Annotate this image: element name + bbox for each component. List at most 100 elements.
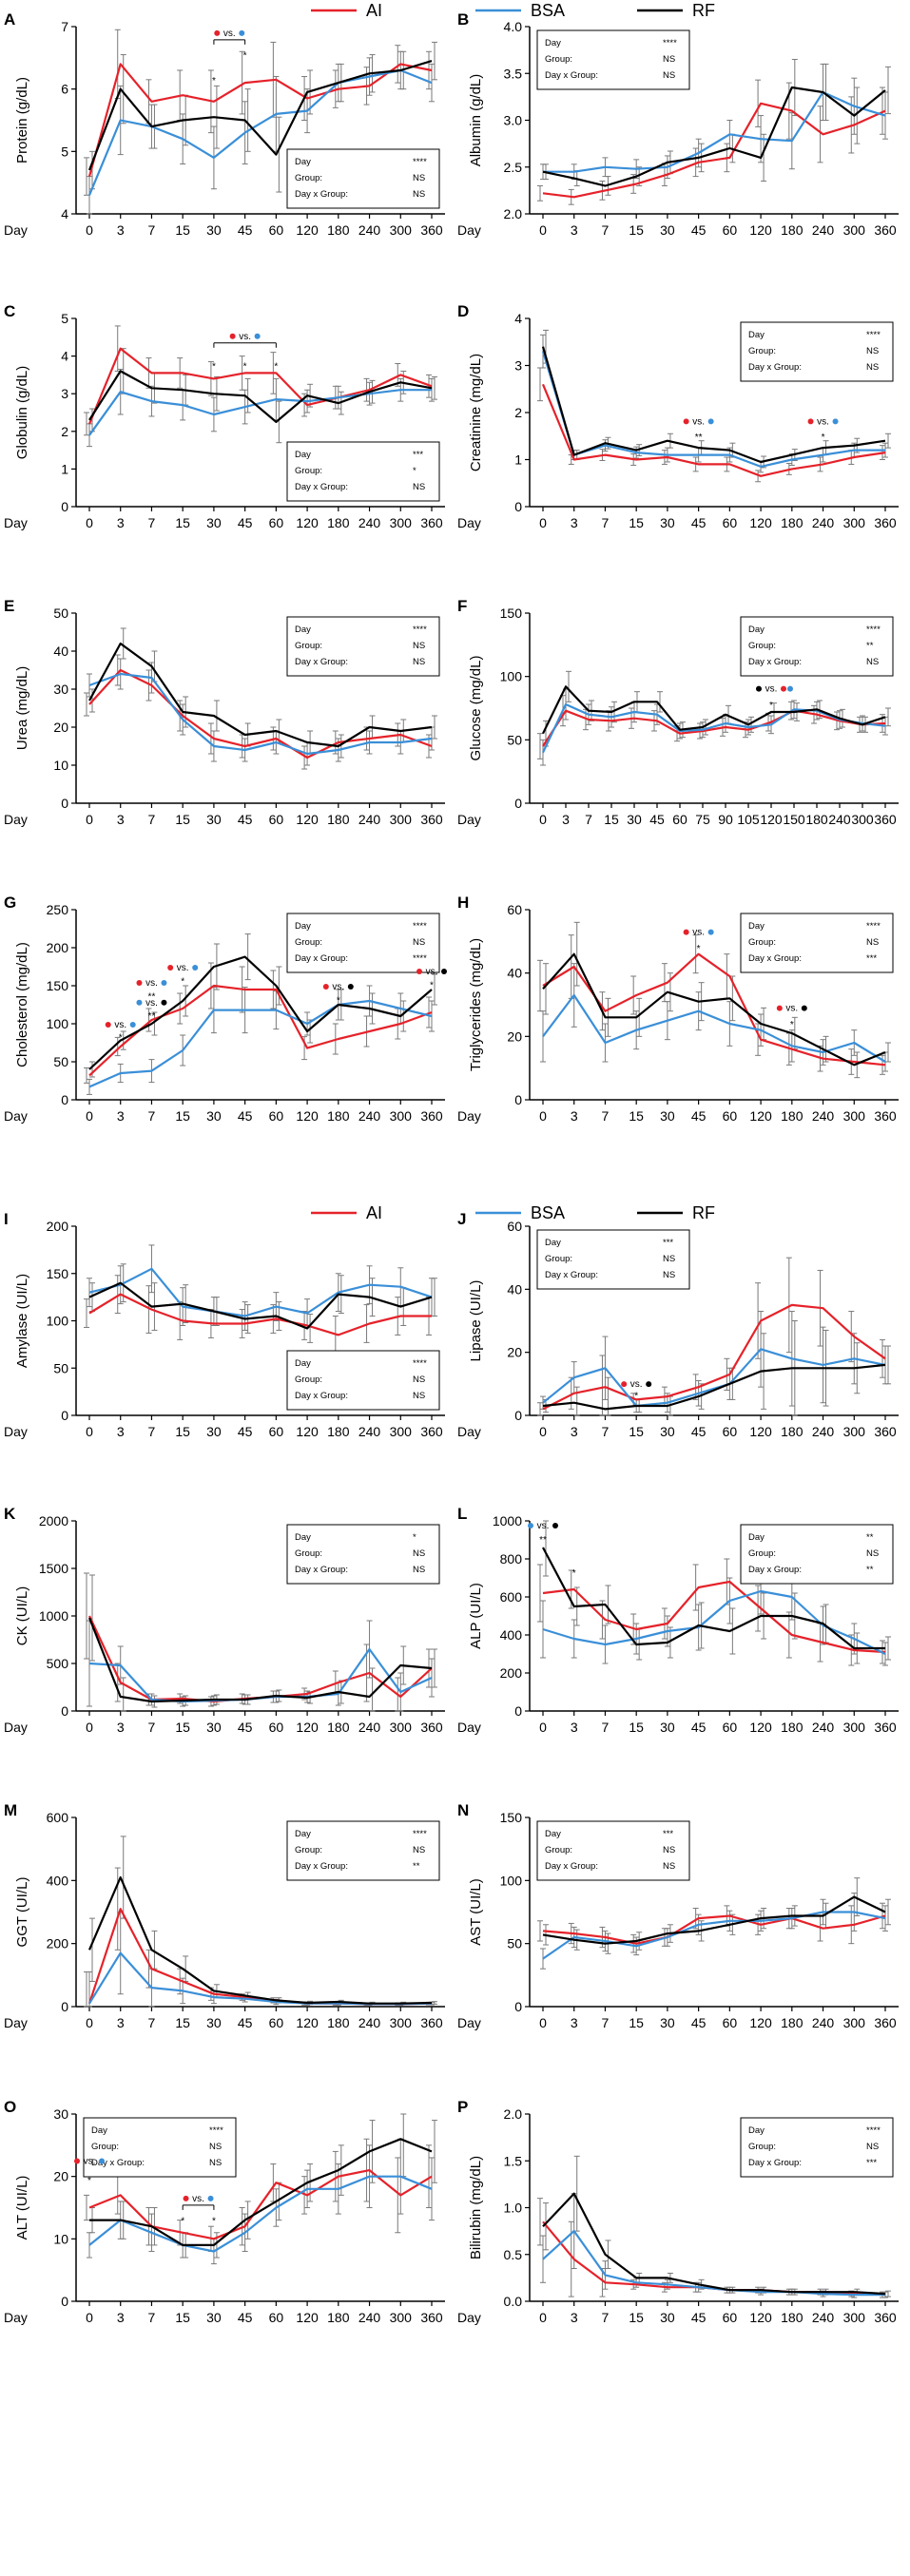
- x-tick-label: 300: [843, 222, 866, 238]
- stat-label: Day x Group:: [545, 1270, 598, 1280]
- annotation-text: vs.: [765, 684, 778, 695]
- stat-value: ****: [866, 2125, 881, 2136]
- y-tick-label: 60: [507, 902, 522, 917]
- series-line-RF: [88, 1281, 433, 1330]
- x-tick-label: 7: [602, 2310, 610, 2325]
- x-tick-label: 15: [629, 1720, 644, 1735]
- y-tick-label: 250: [47, 902, 69, 917]
- stats-box: Day * Group: NS Day x Group: NS: [286, 1524, 440, 1585]
- x-axis-word: Day: [4, 1108, 28, 1124]
- stat-value: NS: [413, 482, 425, 492]
- series-line-RF: [542, 1895, 886, 1945]
- x-tick-label: 240: [828, 812, 851, 827]
- y-tick-label: 1.0: [504, 2201, 523, 2216]
- y-tick-label: 3: [514, 358, 522, 374]
- chart-panel-B: B 2.0 2.5 3.0 3.5 4.0 Albumin (g/dL) Day 0 3 7 15 30…: [457, 10, 899, 238]
- stats-box-frame: [286, 1524, 440, 1585]
- y-tick-label: 3: [61, 386, 68, 401]
- stat-label: Day x Group:: [295, 189, 348, 200]
- group-dot-AI: [683, 929, 689, 935]
- x-tick-label: 7: [148, 812, 156, 827]
- x-tick-label: 60: [672, 812, 687, 827]
- y-tick-label: 2000: [39, 1513, 68, 1528]
- x-tick-label: 45: [238, 1108, 253, 1124]
- x-tick-label: 0: [539, 515, 547, 530]
- chart-panel-M: M 0 200 400 600 GGT (UI/L) Day 0 3 7 15 30 45 60 120 18…: [4, 1801, 445, 2030]
- group-dot-BSA: [707, 929, 714, 935]
- stats-box: Day ** Group: NS Day x Group: **: [740, 1524, 894, 1585]
- y-tick-label: 0: [61, 1408, 68, 1423]
- x-tick-label: 7: [148, 2015, 156, 2030]
- panel-letter: M: [4, 1801, 17, 1819]
- chart-panel-P: P 0.0 0.5 1.0 1.5 2.0 Bilirubin (mg/dL) Day 0 3 7 1…: [457, 2098, 899, 2325]
- stats-box-frame: [286, 616, 440, 677]
- stat-value: ***: [866, 2158, 877, 2168]
- annotation-text: **: [148, 1011, 156, 1022]
- x-tick-label: 120: [296, 1720, 319, 1735]
- panel-letter: E: [4, 597, 14, 615]
- stats-box: Day *** Group: NS Day x Group: NS: [536, 1820, 690, 1881]
- x-tick-label: 3: [562, 812, 570, 827]
- x-tick-label: 3: [117, 2310, 125, 2325]
- x-tick-label: 3: [571, 1108, 578, 1124]
- chart-panel-L: L 0 200 400 600 800 1000 ALP (UI/L) Day 0 3 7 15 30 45…: [457, 1505, 899, 1735]
- stat-label: Day x Group:: [545, 70, 598, 81]
- stat-value: **: [413, 1861, 420, 1872]
- x-tick-label: 0: [86, 1424, 93, 1439]
- x-tick-label: 240: [812, 515, 835, 530]
- series-line-BSA: [87, 68, 433, 196]
- significance-annotation: *: [430, 980, 434, 990]
- panel-letter: L: [457, 1505, 467, 1523]
- y-axis-title: Triglycerides (mg/dL): [468, 938, 484, 1071]
- series-line-BSA: [542, 702, 886, 754]
- annotation-text: *: [572, 1568, 576, 1579]
- x-tick-label: 180: [327, 1720, 350, 1735]
- x-tick-label: 360: [874, 2310, 897, 2325]
- panel-letter: O: [4, 2098, 16, 2116]
- x-tick-label: 60: [269, 1108, 284, 1124]
- group-dot-BSA: [254, 333, 261, 339]
- x-tick-label: 120: [749, 222, 772, 238]
- x-tick-label: 7: [148, 515, 156, 530]
- y-tick-label: 1000: [39, 1608, 68, 1624]
- x-tick-label: 3: [571, 1720, 578, 1735]
- y-axis-title: Bilirubin (mg/dL): [468, 2156, 484, 2259]
- x-tick-label: 30: [660, 1108, 675, 1124]
- x-tick-label: 300: [390, 1108, 413, 1124]
- x-axis-word: Day: [4, 812, 28, 827]
- stats-box-frame: [740, 616, 894, 677]
- y-axis-title: Glucose (mg/dL): [468, 656, 484, 761]
- y-tick-label: 30: [53, 682, 68, 697]
- chart-panel-E: E 0 10 20 30 40 50 Urea (mg/dL) Day 0 3 7 15 30 45 60 12…: [4, 597, 445, 827]
- x-axis-word: Day: [457, 2310, 481, 2325]
- x-tick-label: 0: [86, 2015, 93, 2030]
- y-tick-label: 4: [61, 349, 68, 364]
- y-tick-label: 600: [47, 1810, 69, 1825]
- annotation-text: vs.: [239, 332, 251, 342]
- y-tick-label: 200: [500, 1665, 523, 1681]
- x-tick-label: 7: [602, 1424, 610, 1439]
- stat-label: Day x Group:: [295, 1391, 348, 1401]
- stats-box-frame: [740, 2117, 894, 2178]
- annotation-text: **: [148, 991, 156, 1002]
- significance-annotation: *: [181, 976, 184, 987]
- x-tick-label: 240: [358, 1720, 381, 1735]
- y-tick-label: 0.5: [504, 2247, 523, 2262]
- legend: AI BSA RF: [311, 1, 715, 20]
- x-tick-label: 180: [327, 222, 350, 238]
- x-tick-label: 15: [175, 812, 190, 827]
- chart-panel-I: I 0 50 100 150 200 Amylase (UI/L) Day 0 3 7 15 30 45 6…: [4, 1210, 445, 1439]
- panel-letter: D: [457, 302, 469, 320]
- y-tick-label: 200: [47, 940, 69, 955]
- stat-label: Day x Group:: [748, 657, 802, 667]
- stat-value: ***: [663, 1829, 673, 1839]
- stat-label: Group:: [545, 54, 572, 65]
- y-tick-label: 0: [61, 2294, 68, 2309]
- x-tick-label: 360: [420, 1108, 443, 1124]
- x-axis-word: Day: [4, 1720, 28, 1735]
- x-tick-label: 60: [723, 2310, 738, 2325]
- x-axis-word: Day: [457, 812, 481, 827]
- x-axis-word: Day: [457, 1424, 481, 1439]
- x-axis-word: Day: [4, 2310, 28, 2325]
- y-tick-label: 2.0: [504, 206, 523, 221]
